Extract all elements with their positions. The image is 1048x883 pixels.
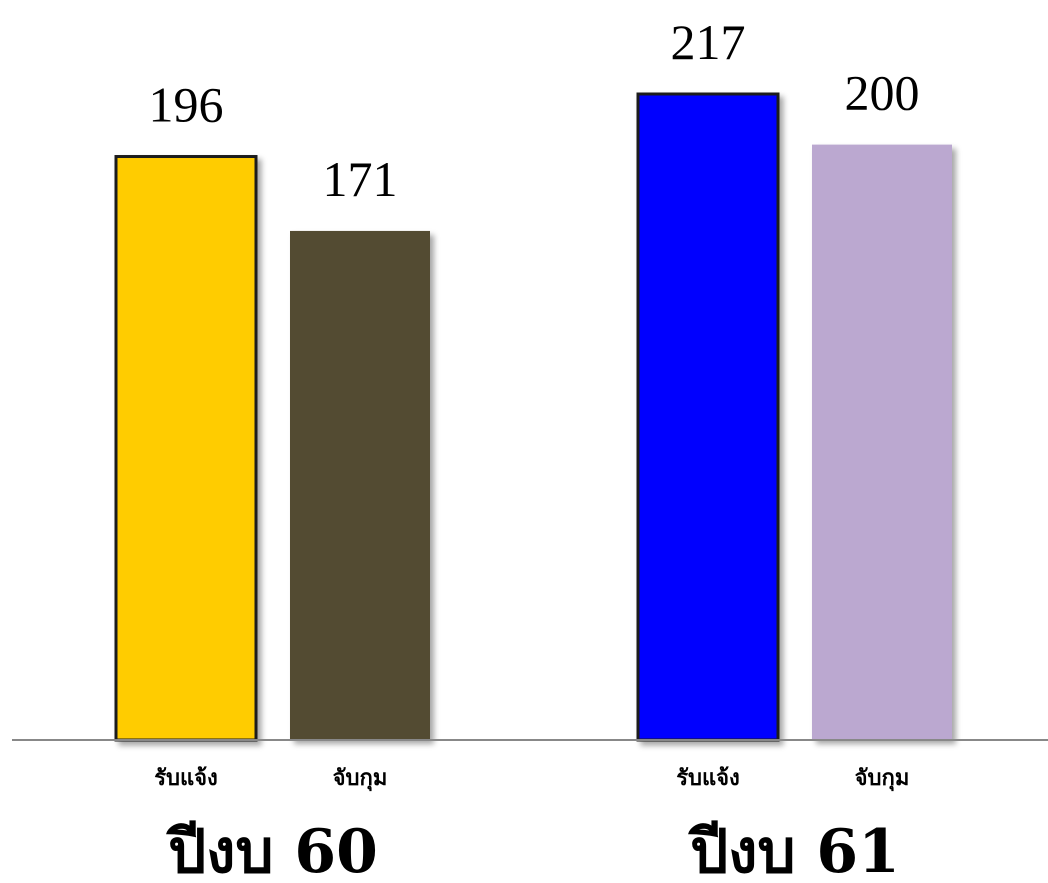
bar-2-2 [812,144,952,741]
data-label: 217 [671,14,746,70]
bar-1-2 [290,230,430,740]
bars-layer [114,92,952,742]
group-label: ปีงบ 60 [165,817,378,883]
data-label: 200 [845,65,920,121]
group-label: ปีงบ 61 [687,817,900,883]
tick-label: รับแจ้ง [676,766,740,791]
bar-2-1 [636,92,780,742]
labels-layer: 196 รับแจ้ง 171 จับกุมปีงบ 60 217 รับแจ้ง 200 จ… [149,14,920,883]
tick-label: รับแจ้ง [154,766,218,791]
data-label: 196 [149,77,224,133]
tick-label: จับกุม [855,766,910,792]
tick-label: จับกุม [333,766,388,792]
bar-1-1 [114,155,258,742]
data-label: 171 [323,151,398,207]
